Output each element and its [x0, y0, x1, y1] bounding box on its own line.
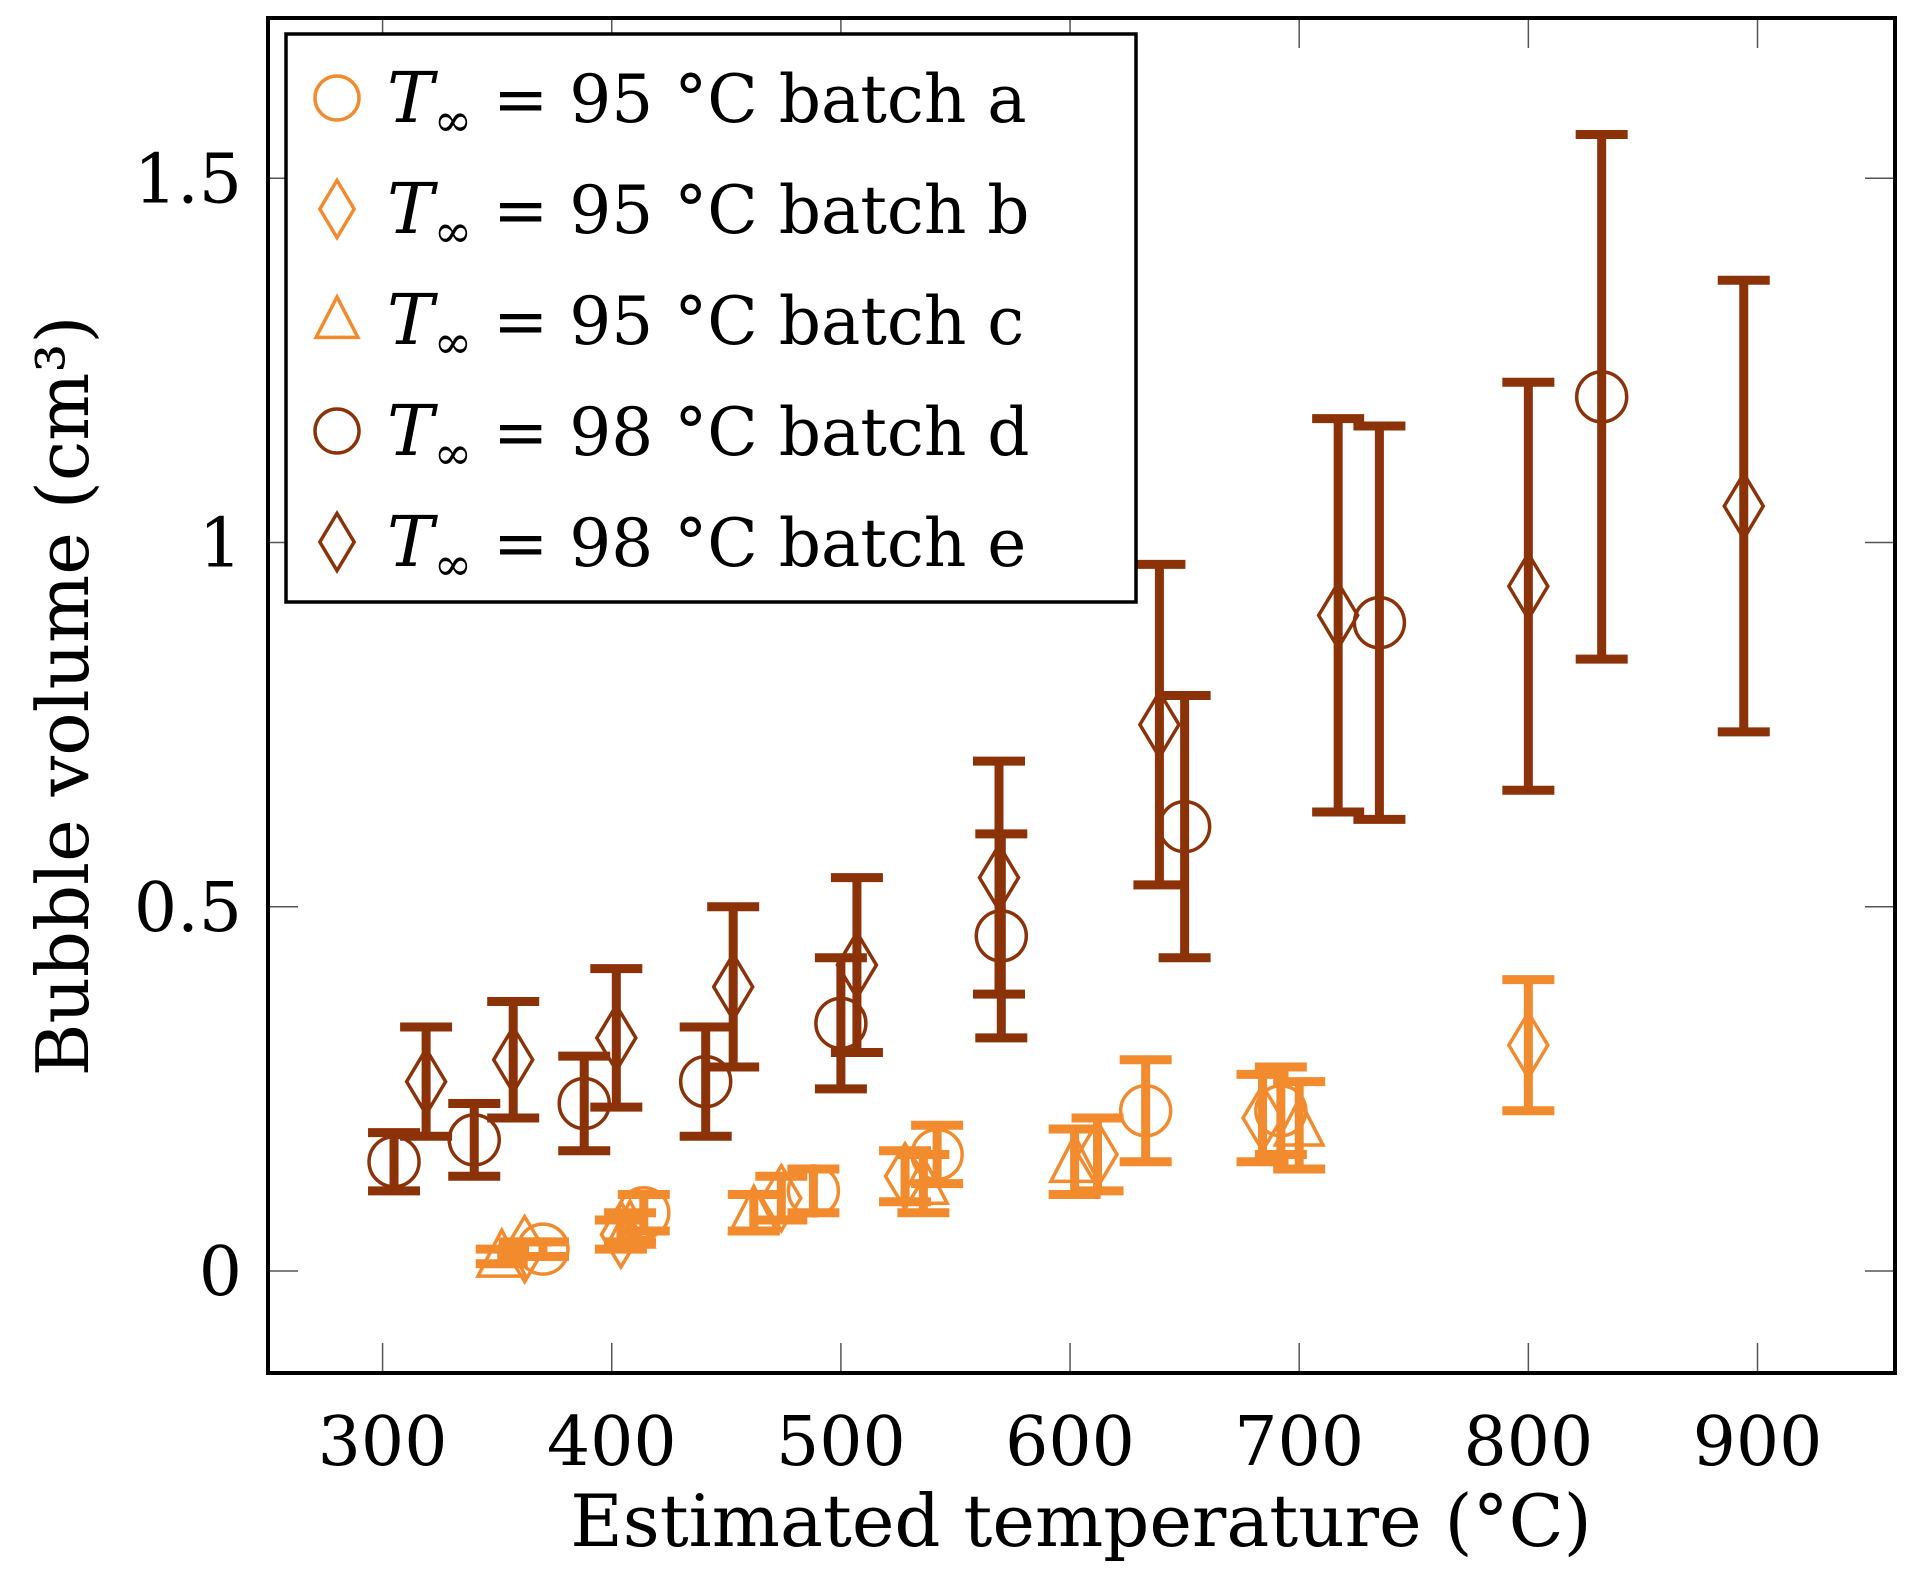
- data-point: [1574, 370, 1629, 424]
- legend-marker: [313, 407, 361, 455]
- data-point: [896, 1153, 951, 1206]
- x-tick-label: 900: [1693, 1403, 1823, 1482]
- data-point: [491, 1023, 535, 1096]
- series-2: [475, 1077, 1326, 1278]
- series-layer: [367, 130, 1770, 1286]
- data-point: [1118, 1083, 1173, 1138]
- data-point: [678, 1054, 733, 1109]
- legend-entry: T∞ = 95 °C batch c: [313, 279, 1024, 369]
- x-tick-label: 600: [1005, 1403, 1135, 1482]
- data-point: [711, 950, 755, 1023]
- data-point: [786, 1164, 841, 1218]
- data-point: [727, 1182, 781, 1235]
- plot-frame: [266, 16, 1897, 1375]
- x-tick-label: 400: [547, 1403, 677, 1482]
- data-point: [367, 1134, 421, 1189]
- x-tick-label: 300: [318, 1403, 448, 1482]
- legend-entry: T∞ = 98 °C batch d: [313, 390, 1030, 480]
- legend: T∞ = 95 °C batch a T∞ = 95 °C batch b T∞ =…: [284, 32, 1138, 604]
- data-point: [1506, 550, 1550, 623]
- data-point: [594, 1001, 638, 1074]
- x-axis-label: Estimated temperature (°C): [570, 1479, 1592, 1563]
- series-3: [367, 130, 1629, 1196]
- data-point: [503, 1213, 547, 1286]
- legend-entry: T∞ = 98 °C batch e: [317, 501, 1026, 591]
- data-point: [475, 1226, 529, 1278]
- data-point: [977, 841, 1021, 914]
- legend-marker: [313, 74, 361, 122]
- y-tick-labels: 0 0.5 1 1.5: [134, 140, 242, 1312]
- data-point: [835, 929, 879, 1001]
- x-tick-label: 500: [776, 1403, 906, 1482]
- data-point: [759, 1162, 803, 1235]
- y-tick-label: 0.5: [134, 869, 242, 948]
- data-point: [1048, 1131, 1102, 1184]
- x-tick-labels: 300 400 500 600 700 800 900: [318, 1403, 1823, 1482]
- data-point: [603, 1197, 657, 1249]
- y-tick-label: 1: [199, 505, 242, 584]
- legend-entry: T∞ = 95 °C batch b: [317, 168, 1030, 258]
- series-4: [400, 275, 1770, 1141]
- legend-label: T∞ = 95 °C batch c: [387, 279, 1024, 369]
- x-tick-label: 700: [1234, 1403, 1364, 1482]
- data-point: [1506, 1009, 1550, 1082]
- data-point: [404, 1045, 448, 1118]
- legend-label: T∞ = 98 °C batch d: [387, 390, 1030, 480]
- series-1: [498, 975, 1555, 1286]
- data-point: [1316, 579, 1360, 652]
- data-point: [1722, 470, 1766, 542]
- data-point: [1272, 1095, 1326, 1147]
- legend-label: T∞ = 95 °C batch a: [387, 57, 1027, 147]
- data-point: [1076, 1118, 1120, 1191]
- legend-marker: [317, 509, 357, 575]
- legend-entry: T∞ = 95 °C batch a: [313, 57, 1027, 147]
- data-point: [1240, 1082, 1285, 1154]
- y-axis-label: Bubble volume (cm³): [21, 316, 105, 1077]
- data-point: [1137, 688, 1181, 761]
- x-tick-label: 800: [1463, 1403, 1593, 1482]
- y-tick-label: 0: [199, 1233, 242, 1312]
- legend-label: T∞ = 95 °C batch b: [387, 168, 1030, 258]
- legend-label: T∞ = 98 °C batch e: [387, 501, 1026, 591]
- legend-entries: T∞ = 95 °C batch a T∞ = 95 °C batch b T∞ =…: [313, 57, 1030, 591]
- legend-marker: [317, 176, 357, 242]
- y-tick-label: 1.5: [134, 140, 242, 219]
- legend-marker: [313, 293, 361, 340]
- legend-box: [284, 32, 1138, 604]
